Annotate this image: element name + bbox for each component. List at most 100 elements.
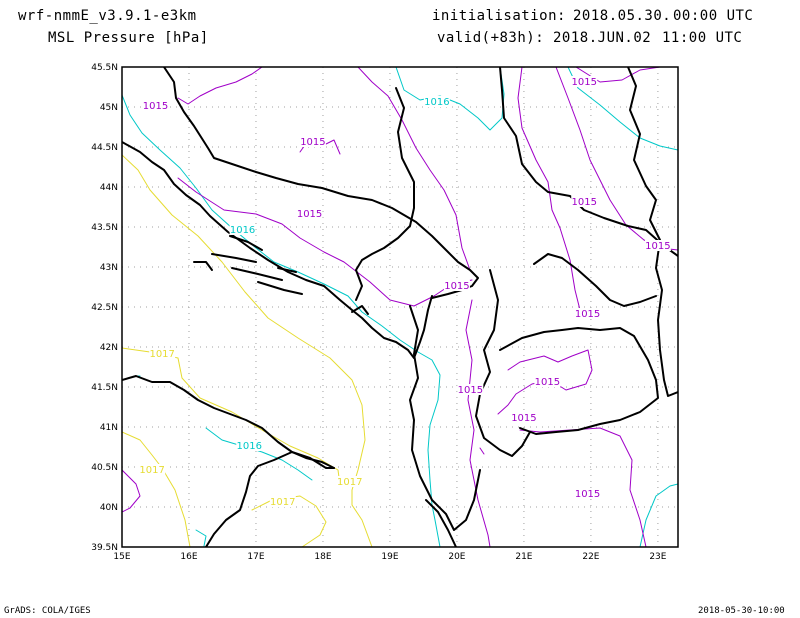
- balkan-borders-3: [475, 269, 531, 457]
- contour-label-bg: [457, 384, 484, 395]
- lon-tick-label: 16E: [180, 552, 197, 562]
- contour-label: 1016: [423, 96, 450, 108]
- lat-tick-label: 41N: [100, 423, 118, 433]
- contour-label-text: 1015: [535, 377, 560, 388]
- contour-label: 1015: [299, 136, 326, 148]
- balkan-borders-5: [409, 305, 481, 531]
- map-frame: [121, 66, 679, 548]
- lat-tick-label: 41.5N: [91, 383, 118, 393]
- valid-time: 11:00 UTC: [662, 30, 743, 46]
- contour-label-bg: [299, 136, 326, 147]
- islands-6: [277, 267, 297, 273]
- contour-label: 1017: [269, 496, 296, 508]
- lat-tick-label: 40N: [100, 503, 118, 513]
- contour-label: 1015: [571, 76, 598, 88]
- contour-label-bg: [296, 208, 323, 219]
- lat-tick-label: 42.5N: [91, 303, 118, 313]
- contour-label: 1016: [229, 224, 256, 236]
- valid-label: valid(+83h):: [437, 30, 545, 46]
- greek-coast: [425, 499, 457, 547]
- lat-tick-label: 40.5N: [91, 463, 118, 473]
- contour-label-text: 1015: [143, 101, 168, 112]
- graticule: [122, 67, 678, 547]
- contour-label-text: 1015: [571, 197, 596, 208]
- lat-tick-label: 43N: [100, 263, 118, 273]
- contour-label-bg: [142, 100, 169, 111]
- lat-tick-label: 44N: [100, 183, 118, 193]
- contour-label: 1017: [139, 464, 166, 476]
- contour-label: 1015: [534, 376, 561, 388]
- init-label: initialisation:: [432, 8, 566, 24]
- lat-tick-label: 45.5N: [91, 63, 118, 73]
- contour-label-text: 1016: [237, 441, 262, 452]
- contour-label-text: 1015: [575, 489, 600, 500]
- contour-label-bg: [269, 496, 296, 507]
- islands-3: [193, 261, 213, 271]
- contour-label-text: 1015: [458, 385, 483, 396]
- contour-label-bg: [423, 96, 450, 107]
- field-name: MSL Pressure [hPa]: [48, 30, 209, 46]
- contour-label: 1015: [296, 208, 323, 220]
- lon-tick-label: 23E: [649, 552, 666, 562]
- islands-4: [231, 267, 283, 281]
- adriatic-east-coast: [122, 141, 433, 359]
- contour-label-text: 1015: [444, 281, 469, 292]
- lon-tick-label: 19E: [381, 552, 398, 562]
- contour-label-text: 1016: [424, 97, 449, 108]
- axis-ticks: 15E 16E 17E 18E 19E 20E 21E 22E 23E 45.5N 45N 44.5N…: [91, 63, 667, 562]
- balkan-borders-6: [499, 67, 678, 257]
- balkan-borders-2: [355, 87, 415, 301]
- contour-label-text: 1016: [230, 225, 255, 236]
- contour-label: 1017: [149, 348, 176, 360]
- contour-label-bg: [510, 412, 537, 423]
- lon-tick-label: 18E: [314, 552, 331, 562]
- contour-label-text: 1017: [149, 349, 174, 360]
- contour-label-text: 1017: [337, 477, 362, 488]
- lat-tick-label: 42N: [100, 343, 118, 353]
- contour-label-bg: [534, 376, 561, 387]
- contour-label-bg: [571, 76, 598, 87]
- islands-7: [351, 305, 369, 315]
- contour-label-text: 1015: [511, 413, 536, 424]
- balkan-borders-1: [163, 67, 479, 299]
- contour-label: 1015: [644, 240, 671, 252]
- contour-label-bg: [139, 464, 166, 475]
- contour-label: 1015: [443, 280, 470, 292]
- contour-label: 1015: [457, 384, 484, 396]
- contour-label-text: 1015: [645, 241, 670, 252]
- contour-label-text: 1015: [300, 137, 325, 148]
- balkan-borders-7: [627, 67, 678, 397]
- contour-label-text: 1015: [575, 309, 600, 320]
- coastlines-borders: [122, 67, 678, 547]
- isobar-1016: [122, 67, 678, 547]
- contour-label-bg: [336, 476, 363, 487]
- lat-tick-label: 43.5N: [91, 223, 118, 233]
- contour-label: 1016: [236, 440, 263, 452]
- contour-label: 1017: [336, 476, 363, 488]
- contour-label: 1015: [574, 488, 601, 500]
- contour-label-bg: [229, 224, 256, 235]
- contour-label-bg: [574, 488, 601, 499]
- balkan-borders-8: [533, 253, 657, 307]
- contour-label: 1015: [574, 308, 601, 320]
- contour-labels: 1015 1015 1015 1015 1015 1015 1015 1015 1015 1015…: [139, 76, 671, 508]
- lat-tick-label: 39.5N: [91, 543, 118, 553]
- model-name: wrf-nmmE_v3.9.1-e3km: [18, 8, 197, 24]
- footer-credit: GrADS: COLA/IGES: [4, 606, 91, 616]
- contour-label-text: 1017: [270, 497, 295, 508]
- salento-coast: [205, 451, 335, 547]
- footer-timestamp: 2018-05-30-10:00: [698, 606, 785, 616]
- init-time: 00:00 UTC: [673, 8, 754, 24]
- contour-label-bg: [571, 196, 598, 207]
- islands-1: [229, 235, 263, 251]
- contour-label: 1015: [142, 100, 169, 112]
- lon-tick-label: 21E: [515, 552, 532, 562]
- balkan-borders-4: [499, 327, 659, 435]
- contour-label: 1015: [510, 412, 537, 424]
- lon-tick-label: 20E: [448, 552, 465, 562]
- contour-label: 1015: [571, 196, 598, 208]
- contour-label-bg: [149, 348, 176, 359]
- contour-label-text: 1015: [297, 209, 322, 220]
- valid-date: 2018.JUN.02: [553, 30, 652, 46]
